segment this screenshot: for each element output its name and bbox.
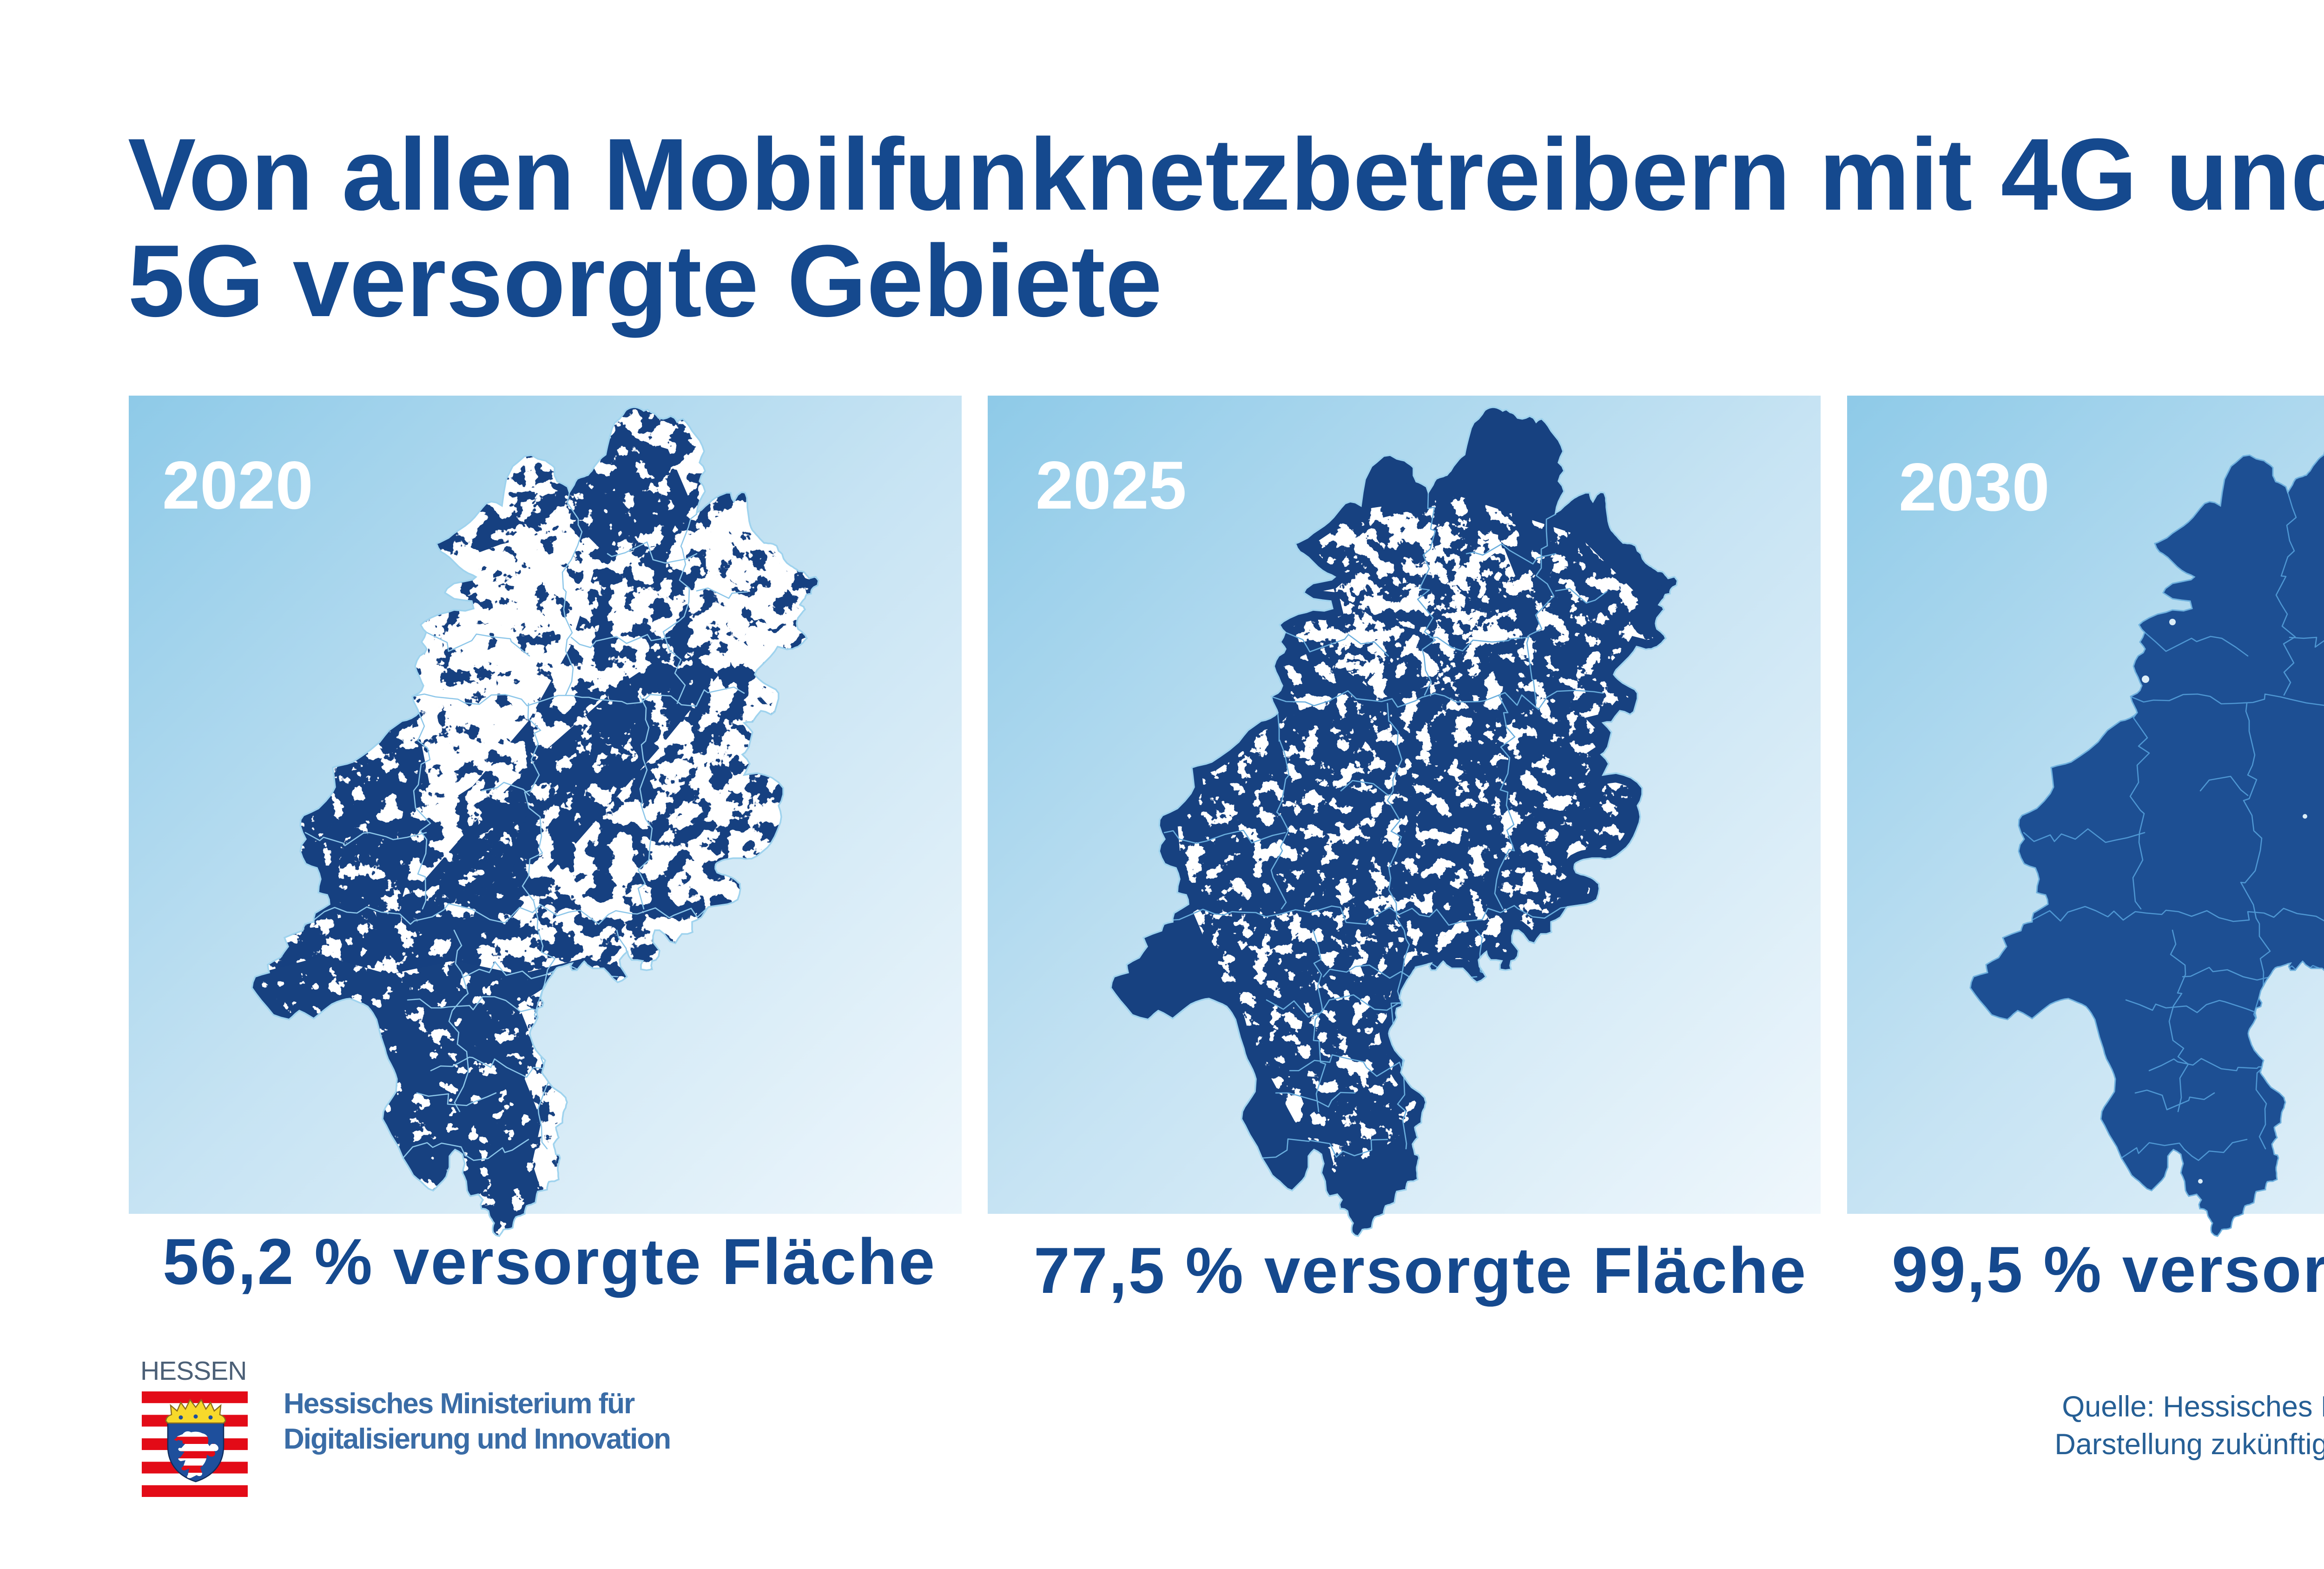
svg-text:HESSEN: HESSEN (140, 1356, 246, 1386)
